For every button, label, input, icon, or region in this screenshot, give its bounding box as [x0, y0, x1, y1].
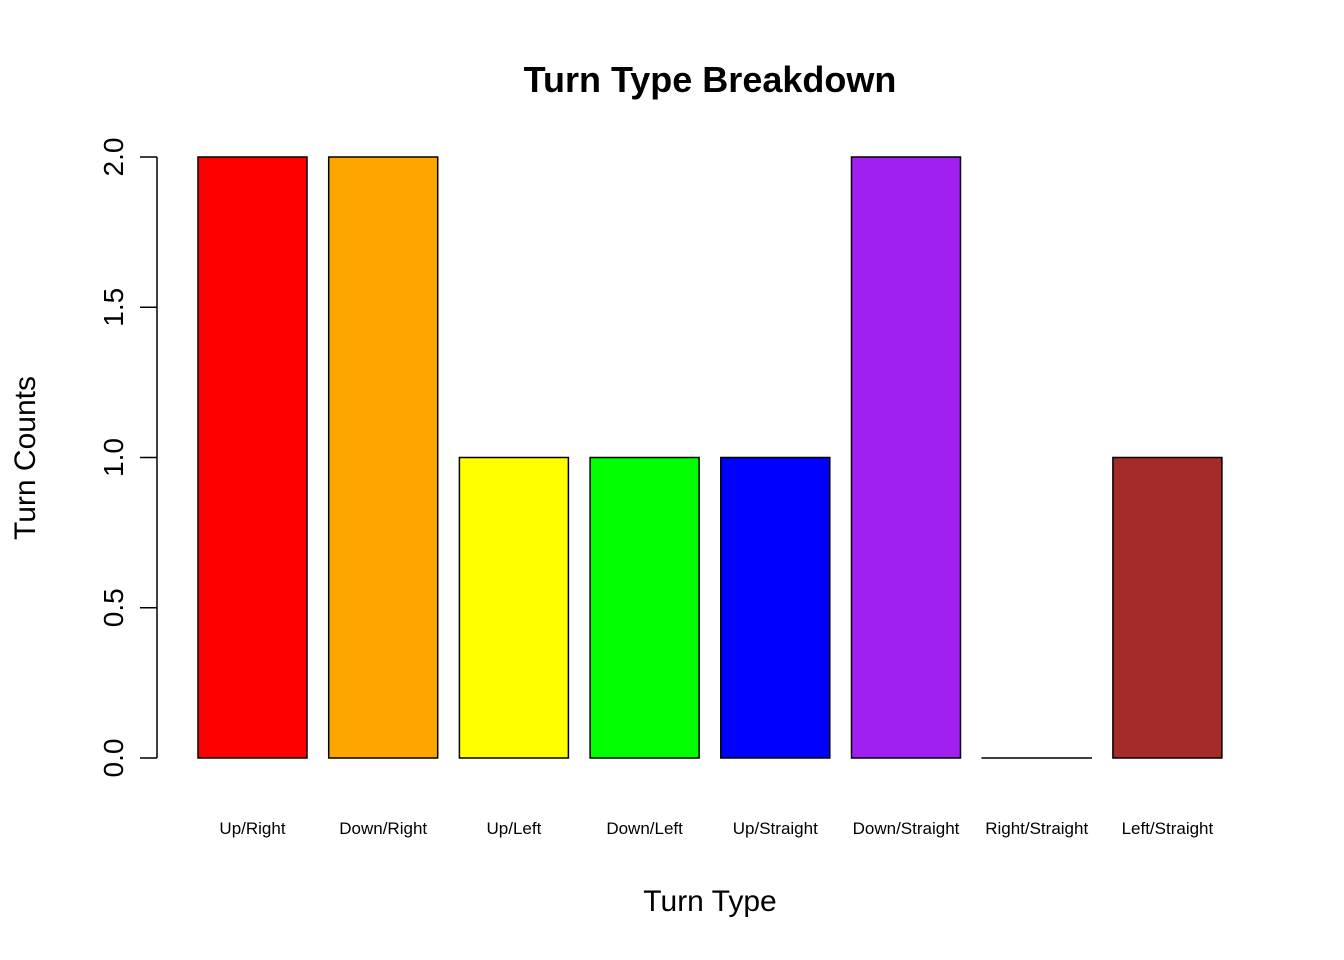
x-tick-label: Up/Straight [733, 819, 818, 838]
x-tick-label: Down/Right [339, 819, 427, 838]
bar-left-straight [1112, 456, 1223, 759]
y-tick-label: 0.0 [98, 739, 129, 778]
y-tick-label: 0.5 [98, 588, 129, 627]
y-tick-label: 1.0 [98, 438, 129, 477]
bars-group [197, 156, 1223, 759]
x-tick-label: Down/Left [606, 819, 683, 838]
y-tick-label: 2.0 [98, 138, 129, 177]
y-axis-title: Turn Counts [9, 376, 42, 540]
x-tick-label: Down/Straight [853, 819, 960, 838]
bar-down-left [589, 456, 700, 759]
x-tick-label: Left/Straight [1122, 819, 1214, 838]
x-tick-labels: Up/Right Down/Right Up/Left Down/Left Up/Str… [219, 819, 1213, 838]
x-tick-label: Up/Right [219, 819, 285, 838]
x-axis-title: Turn Type [643, 885, 776, 918]
y-axis: 0.0 0.5 1.0 1.5 2.0 [98, 138, 158, 778]
chart-title: Turn Type Breakdown [524, 59, 897, 100]
x-tick-label: Right/Straight [985, 819, 1088, 838]
bar-up-straight [720, 456, 831, 759]
bar-down-right [327, 156, 439, 759]
x-tick-label: Up/Left [486, 819, 541, 838]
bar-up-right [197, 156, 308, 759]
y-tick-label: 1.5 [98, 288, 129, 327]
bar-up-left [458, 456, 570, 759]
bar-down-straight [850, 156, 962, 759]
